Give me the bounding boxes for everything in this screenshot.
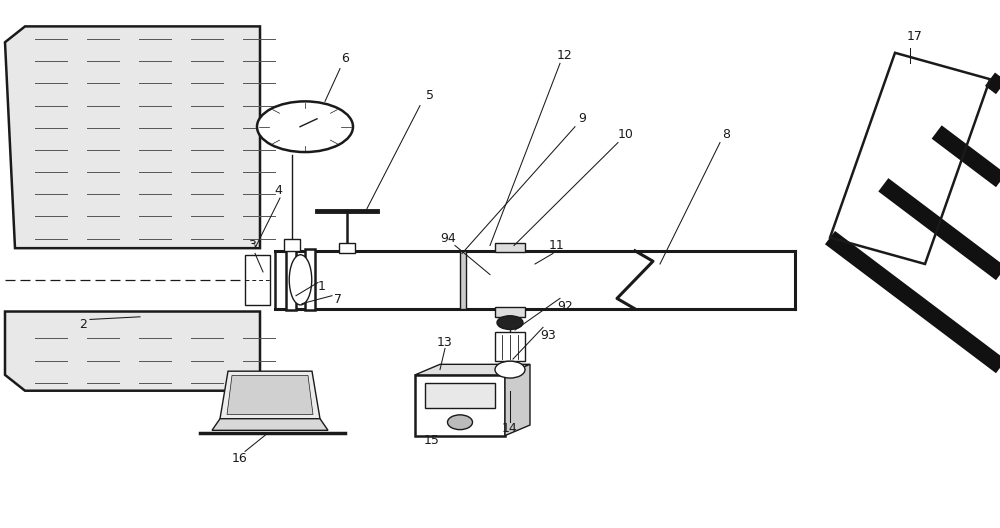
Polygon shape <box>5 26 260 248</box>
Text: 17: 17 <box>907 31 923 43</box>
Text: 5: 5 <box>426 89 434 101</box>
Bar <box>495 243 525 252</box>
Ellipse shape <box>289 254 312 305</box>
Text: 14: 14 <box>502 422 518 435</box>
Polygon shape <box>505 364 530 436</box>
Text: 9: 9 <box>578 112 586 125</box>
Bar <box>425 383 495 408</box>
Bar <box>415 375 505 436</box>
Text: 11: 11 <box>549 239 565 252</box>
Polygon shape <box>212 419 328 430</box>
Bar <box>284 239 300 251</box>
Text: 94: 94 <box>440 232 456 245</box>
Bar <box>495 332 525 361</box>
Bar <box>305 250 315 310</box>
Text: 1: 1 <box>318 280 326 293</box>
Text: 15: 15 <box>424 435 440 447</box>
Polygon shape <box>220 371 320 419</box>
Text: 3: 3 <box>248 239 256 252</box>
Bar <box>460 251 466 309</box>
Text: 6: 6 <box>341 52 349 64</box>
Bar <box>275 251 795 309</box>
Text: 92: 92 <box>557 300 573 313</box>
Polygon shape <box>5 312 260 391</box>
Ellipse shape <box>495 361 525 378</box>
Text: 13: 13 <box>437 336 453 348</box>
Circle shape <box>497 316 523 329</box>
Bar <box>339 243 355 253</box>
Text: 12: 12 <box>557 49 573 62</box>
Bar <box>495 307 525 317</box>
Polygon shape <box>415 364 530 375</box>
Text: 8: 8 <box>722 128 730 141</box>
Text: 10: 10 <box>618 128 634 141</box>
Polygon shape <box>227 375 313 414</box>
Circle shape <box>257 101 353 152</box>
Text: 4: 4 <box>274 184 282 196</box>
Text: 93: 93 <box>540 329 556 342</box>
Bar <box>245 255 270 305</box>
Bar <box>286 250 296 310</box>
Text: 7: 7 <box>334 294 342 306</box>
Text: 2: 2 <box>79 318 87 331</box>
Text: 16: 16 <box>232 452 248 465</box>
Ellipse shape <box>447 415 472 430</box>
